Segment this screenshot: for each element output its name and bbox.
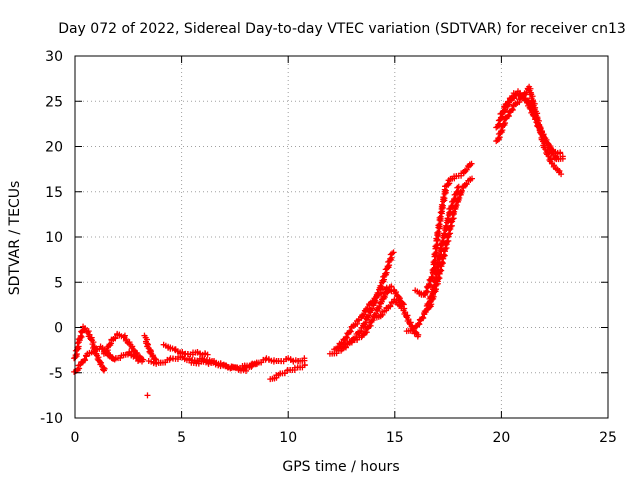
- chart-title: Day 072 of 2022, Sidereal Day-to-day VTE…: [58, 21, 626, 37]
- data-point: [360, 311, 367, 318]
- data-point: [144, 392, 151, 399]
- data-point: [509, 106, 516, 113]
- x-tick-label: 15: [386, 430, 404, 446]
- data-point: [428, 273, 435, 280]
- data-point: [100, 367, 107, 374]
- data-point: [558, 171, 565, 178]
- y-tick-label: 25: [45, 94, 63, 110]
- data-point: [301, 355, 308, 362]
- data-point: [442, 187, 449, 194]
- series-trace-8: [160, 341, 211, 358]
- data-point: [104, 347, 111, 354]
- data-point: [376, 303, 383, 310]
- data-point: [385, 287, 392, 294]
- series-trace-21: [497, 88, 564, 157]
- y-tick-label: 30: [45, 49, 63, 65]
- data-point: [441, 230, 448, 237]
- y-tick-label: 0: [54, 321, 63, 337]
- series-trace-10: [241, 355, 308, 371]
- x-tick-label: 25: [599, 430, 617, 446]
- data-point: [436, 214, 443, 221]
- data-point: [449, 209, 456, 216]
- axis-ticks: [74, 55, 609, 419]
- x-axis-label: GPS time / hours: [282, 459, 399, 475]
- data-point: [437, 209, 444, 216]
- series-trace-3: [100, 330, 147, 363]
- data-point: [444, 215, 451, 222]
- data-point: [74, 340, 81, 347]
- x-tick-label: 5: [177, 430, 186, 446]
- data-point: [502, 120, 509, 127]
- data-point: [435, 222, 442, 229]
- data-point: [377, 282, 384, 289]
- y-tick-label: -10: [40, 411, 63, 427]
- y-tick-label: 10: [45, 230, 63, 246]
- data-point: [505, 112, 512, 119]
- data-point: [381, 293, 388, 300]
- data-point: [469, 175, 476, 182]
- y-tick-label: -5: [49, 366, 63, 382]
- data-point: [463, 166, 470, 173]
- data-point: [389, 250, 396, 257]
- data-point: [204, 351, 211, 358]
- data-point: [454, 184, 461, 191]
- data-point: [415, 320, 422, 327]
- series-trace-9: [188, 357, 261, 372]
- data-point: [434, 229, 441, 236]
- series-trace-11: [267, 362, 308, 383]
- data-point: [388, 283, 395, 290]
- data-point: [390, 249, 397, 256]
- data-point: [364, 305, 371, 312]
- y-tick-labels: -10 -5 0 5 10 15 20 25 30: [40, 49, 63, 427]
- series-trace-12: [326, 249, 397, 357]
- data-point: [440, 194, 447, 201]
- data-point: [373, 310, 380, 317]
- data-point: [438, 201, 445, 208]
- data-point: [243, 367, 250, 374]
- data-point: [343, 334, 350, 341]
- series-trace-4: [105, 348, 145, 365]
- y-tick-label: 20: [45, 140, 63, 156]
- data-point: [301, 362, 308, 369]
- data-point: [468, 160, 475, 167]
- data-point: [458, 187, 465, 194]
- x-tick-labels: 0 5 10 15 20 25: [71, 430, 617, 446]
- series-trace-18: [425, 175, 476, 312]
- data-point: [559, 153, 566, 160]
- y-tick-label: 15: [45, 185, 63, 201]
- data-points: [71, 83, 566, 399]
- series-trace-14: [337, 283, 395, 348]
- data-point: [347, 327, 354, 334]
- data-point: [557, 150, 564, 157]
- data-point: [439, 237, 446, 244]
- y-axis-label: SDTVAR / TECUs: [7, 181, 23, 296]
- data-point: [378, 283, 385, 290]
- data-point: [90, 348, 97, 355]
- series-trace-17: [412, 160, 475, 298]
- y-tick-label: 5: [54, 275, 63, 291]
- data-point: [414, 333, 421, 340]
- x-tick-label: 20: [492, 430, 510, 446]
- data-point: [365, 312, 372, 319]
- data-point: [419, 314, 426, 321]
- series-trace-5: [141, 332, 160, 363]
- x-tick-label: 0: [71, 430, 80, 446]
- data-point: [81, 356, 88, 363]
- series-trace-6: [144, 392, 151, 399]
- x-tick-label: 10: [279, 430, 297, 446]
- data-point: [442, 222, 449, 229]
- series-trace-13: [331, 284, 407, 353]
- data-point: [138, 358, 145, 365]
